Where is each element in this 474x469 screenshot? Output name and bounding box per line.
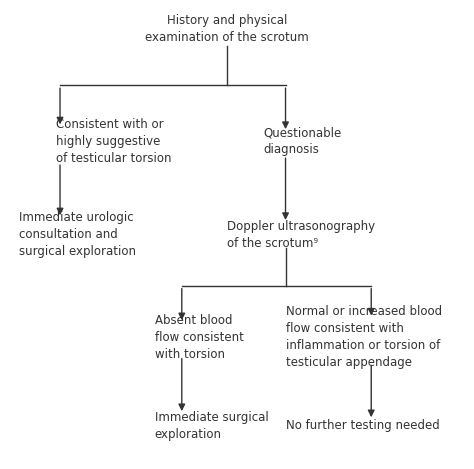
Text: Doppler ultrasonography
of the scrotum⁹: Doppler ultrasonography of the scrotum⁹: [227, 219, 375, 250]
Text: Immediate urologic
consultation and
surgical exploration: Immediate urologic consultation and surg…: [19, 211, 137, 258]
Text: History and physical
examination of the scrotum: History and physical examination of the …: [145, 15, 309, 45]
Text: Normal or increased blood
flow consistent with
inflammation or torsion of
testic: Normal or increased blood flow consisten…: [285, 305, 442, 369]
Text: Consistent with or
highly suggestive
of testicular torsion: Consistent with or highly suggestive of …: [55, 118, 171, 165]
Text: Questionable
diagnosis: Questionable diagnosis: [263, 126, 341, 156]
Text: Absent blood
flow consistent
with torsion: Absent blood flow consistent with torsio…: [155, 314, 244, 361]
Text: No further testing needed: No further testing needed: [285, 419, 439, 432]
Text: Immediate surgical
exploration: Immediate surgical exploration: [155, 411, 268, 441]
